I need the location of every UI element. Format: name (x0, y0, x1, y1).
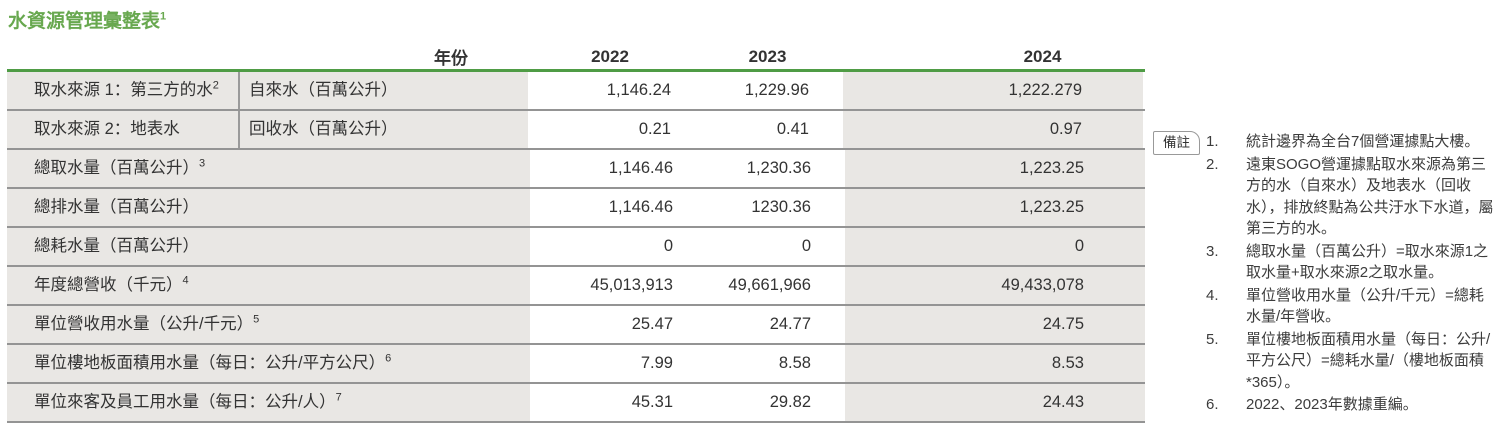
row-label-cell: 總耗水量（百萬公升） (7, 228, 530, 265)
row-label: 單位營收用水量（公升/千元） (34, 315, 254, 333)
note-number: 2. (1206, 155, 1219, 173)
row-label: 取水來源 1：第三方的水 (34, 81, 213, 99)
value-cell: 24.75 (845, 306, 1145, 343)
value-cell: 1,146.46 (608, 198, 673, 216)
row-label: 年度總營收（千元） (34, 276, 183, 294)
note-item: 1. 統計邊界為全台7個營運據點大樓。 (1206, 131, 1496, 153)
note-item: 4. 單位營收用水量（公升/千元）=總耗水量/年營收。 (1206, 285, 1496, 328)
water-summary-table: 年份 2022 2023 2024 取水來源 1：第三方的水2 自來水（百萬公升）… (7, 44, 1145, 423)
value-cell: 0.21 (638, 120, 671, 138)
table-rows: 取水來源 1：第三方的水2 自來水（百萬公升） 1,146.24 1,229.96 1,… (7, 72, 1145, 423)
header-2023: 2023 (748, 46, 787, 66)
note-text: 遠東SOGO營運據點取水來源為第三方的水（自來水）及地表水（回收水），排放終點為… (1246, 155, 1494, 238)
table-row: 取水來源 2：地表水 回收水（百萬公升） 0.21 0.41 0.97 (7, 111, 1145, 150)
value-cell: 1,146.24 (606, 81, 671, 99)
note-text: 單位樓地板面積用水量（每日：公升/平方公尺）=總耗水量/（樓地板面積*365）。 (1246, 330, 1491, 391)
value-cell: 49,433,078 (845, 267, 1145, 304)
row-label: 總耗水量（百萬公升） (34, 237, 199, 255)
row-label: 取水來源 2：地表水 (34, 120, 180, 138)
row-label-cell: 單位營收用水量（公升/千元）5 (7, 306, 530, 343)
note-item: 2. 遠東SOGO營運據點取水來源為第三方的水（自來水）及地表水（回收水），排放終… (1206, 154, 1496, 240)
table-row: 單位營收用水量（公升/千元）5 25.47 24.77 24.75 (7, 306, 1145, 345)
row-sublabel: 回收水（百萬公升） (249, 120, 398, 138)
note-item: 3. 總取水量（百萬公升）=取水來源1之取水量+取水來源2之取水量。 (1206, 241, 1496, 284)
value-cell: 1,146.46 (608, 159, 673, 177)
value-cell: 45.31 (631, 393, 673, 411)
row-label: 總取水量（百萬公升） (34, 159, 199, 177)
table-header-row: 年份 2022 2023 2024 (7, 44, 1145, 72)
note-text: 2022、2023年數據重編。 (1246, 396, 1418, 413)
note-number: 6. (1206, 396, 1219, 413)
row-label-cell: 取水來源 2：地表水 (7, 111, 240, 148)
page-title-text: 水資源管理彙整表 (8, 11, 161, 32)
row-sublabel-cell: 自來水（百萬公升） (240, 72, 528, 109)
row-label-cell: 單位樓地板面積用水量（每日：公升/平方公尺）6 (7, 345, 530, 382)
value-cell: 7.99 (640, 354, 673, 372)
value-cell: 8.53 (845, 345, 1145, 382)
note-text: 單位營收用水量（公升/千元）=總耗水量/年營收。 (1246, 286, 1484, 326)
value-cell: 1,223.25 (845, 189, 1145, 226)
row-sublabel: 自來水（百萬公升） (249, 81, 398, 99)
page-title-sup: 1 (160, 10, 167, 23)
note-item: 6. 2022、2023年數據重編。 (1206, 394, 1496, 416)
row-label-cell: 單位來客及員工用水量（每日：公升/人）7 (7, 384, 530, 421)
value-cell: 0 (663, 237, 673, 255)
row-label-cell: 總取水量（百萬公升）3 (7, 150, 530, 187)
value-cell: 8.58 (778, 354, 811, 372)
value-cell: 29.82 (769, 393, 811, 411)
value-cell: 49,661,966 (728, 276, 811, 294)
row-label-cell: 取水來源 1：第三方的水2 (7, 72, 240, 109)
note-number: 1. (1206, 133, 1219, 150)
value-cell: 24.77 (769, 315, 811, 333)
value-cell: 45,013,913 (590, 276, 673, 294)
value-cell: 24.43 (845, 384, 1145, 421)
table-row: 總取水量（百萬公升）3 1,146.46 1,230.36 1,223.25 (7, 150, 1145, 189)
note-number: 3. (1206, 242, 1219, 260)
page-title: 水資源管理彙整表1 (8, 6, 166, 33)
value-cell: 25.47 (631, 315, 673, 333)
note-text: 總取水量（百萬公升）=取水來源1之取水量+取水來源2之取水量。 (1246, 242, 1489, 282)
row-label-sup: 3 (199, 157, 206, 170)
table-row: 單位樓地板面積用水量（每日：公升/平方公尺）6 7.99 8.58 8.53 (7, 345, 1145, 384)
table-row: 總耗水量（百萬公升） 0 0 0 (7, 228, 1145, 267)
value-cell: 1,222.279 (843, 72, 1143, 109)
note-text: 統計邊界為全台7個營運據點大樓。 (1246, 133, 1480, 150)
row-sublabel-cell: 回收水（百萬公升） (240, 111, 528, 148)
value-cell: 1230.36 (751, 198, 811, 216)
value-cell: 0 (801, 237, 811, 255)
value-cell: 0.97 (843, 111, 1143, 148)
row-label-cell: 年度總營收（千元）4 (7, 267, 530, 304)
value-cell: 1,229.96 (744, 81, 809, 99)
value-cell: 0 (845, 228, 1145, 265)
row-label-sup: 5 (253, 313, 260, 326)
row-label: 單位來客及員工用水量（每日：公升/人） (34, 393, 336, 411)
row-label-sup: 7 (335, 391, 342, 404)
notes-list: 1. 統計邊界為全台7個營運據點大樓。 2. 遠東SOGO營運據點取水來源為第三方的水… (1206, 131, 1496, 417)
table-row: 單位來客及員工用水量（每日：公升/人）7 45.31 29.82 24.43 (7, 384, 1145, 423)
row-label-sup: 6 (385, 352, 392, 365)
row-label-cell: 總排水量（百萬公升） (7, 189, 530, 226)
row-label: 單位樓地板面積用水量（每日：公升/平方公尺） (34, 354, 386, 372)
note-number: 4. (1206, 286, 1219, 304)
value-cell: 1,223.25 (845, 150, 1145, 187)
table-row: 年度總營收（千元）4 45,013,913 49,661,966 49,433,078 (7, 267, 1145, 306)
row-label-sup: 2 (212, 79, 219, 92)
table-row: 總排水量（百萬公升） 1,146.46 1230.36 1,223.25 (7, 189, 1145, 228)
header-2022: 2022 (591, 46, 629, 66)
note-number: 5. (1206, 330, 1219, 348)
value-cell: 1,230.36 (746, 159, 811, 177)
header-2024: 2024 (1023, 46, 1062, 66)
row-label-sup: 4 (182, 274, 189, 287)
note-item: 5. 單位樓地板面積用水量（每日：公升/平方公尺）=總耗水量/（樓地板面積*365… (1206, 329, 1496, 394)
row-label: 總排水量（百萬公升） (34, 198, 199, 216)
value-cell: 0.41 (776, 120, 809, 138)
table-row: 取水來源 1：第三方的水2 自來水（百萬公升） 1,146.24 1,229.96 1,… (7, 72, 1145, 111)
header-year-label: 年份 (434, 49, 468, 68)
notes-badge: 備註 (1153, 131, 1200, 155)
